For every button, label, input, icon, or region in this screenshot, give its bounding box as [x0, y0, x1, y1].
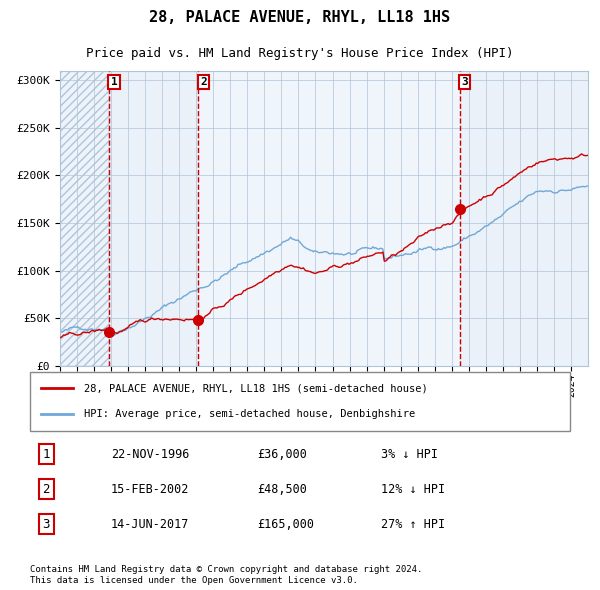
- Text: 28, PALACE AVENUE, RHYL, LL18 1HS: 28, PALACE AVENUE, RHYL, LL18 1HS: [149, 10, 451, 25]
- Text: 1: 1: [110, 77, 118, 87]
- Text: 2: 2: [200, 77, 207, 87]
- Text: 14-JUN-2017: 14-JUN-2017: [111, 517, 190, 530]
- Text: HPI: Average price, semi-detached house, Denbighshire: HPI: Average price, semi-detached house,…: [84, 409, 415, 419]
- Text: 28, PALACE AVENUE, RHYL, LL18 1HS (semi-detached house): 28, PALACE AVENUE, RHYL, LL18 1HS (semi-…: [84, 384, 428, 393]
- FancyBboxPatch shape: [30, 372, 570, 431]
- Bar: [109, 71, 199, 366]
- Text: £36,000: £36,000: [257, 448, 307, 461]
- Text: 3: 3: [43, 517, 50, 530]
- Bar: [460, 71, 588, 366]
- Text: 27% ↑ HPI: 27% ↑ HPI: [381, 517, 445, 530]
- Text: 3: 3: [461, 77, 468, 87]
- Text: 3% ↓ HPI: 3% ↓ HPI: [381, 448, 438, 461]
- Text: Price paid vs. HM Land Registry's House Price Index (HPI): Price paid vs. HM Land Registry's House …: [86, 47, 514, 60]
- Text: £165,000: £165,000: [257, 517, 314, 530]
- Text: 22-NOV-1996: 22-NOV-1996: [111, 448, 190, 461]
- Text: 1: 1: [43, 448, 50, 461]
- Text: 2: 2: [43, 483, 50, 496]
- Text: Contains HM Land Registry data © Crown copyright and database right 2024.
This d: Contains HM Land Registry data © Crown c…: [30, 565, 422, 585]
- Text: 12% ↓ HPI: 12% ↓ HPI: [381, 483, 445, 496]
- Bar: [60, 71, 109, 366]
- Text: 15-FEB-2002: 15-FEB-2002: [111, 483, 190, 496]
- Bar: [60, 71, 109, 366]
- Text: £48,500: £48,500: [257, 483, 307, 496]
